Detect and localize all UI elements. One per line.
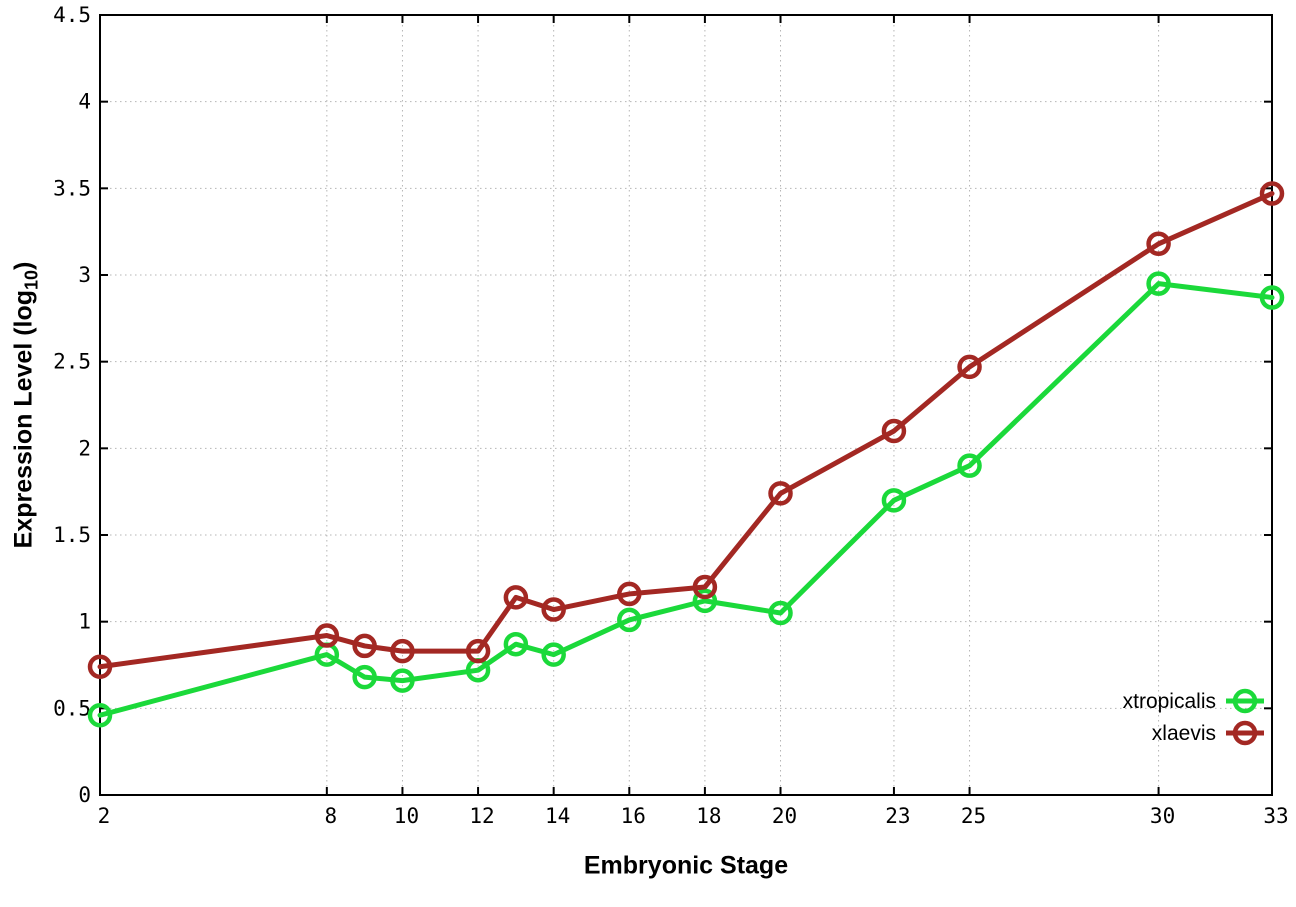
y-tick-label: 3.5 [53,176,91,200]
data-point-marker [503,631,529,657]
data-point-marker [617,581,642,607]
axis-ticks [99,14,1273,796]
series-line [97,191,1275,670]
data-point-marker [881,418,907,444]
data-point-marker [390,668,415,693]
y-tick-label: 0 [78,783,91,807]
legend-item-xlaevis: xlaevis [1123,720,1216,752]
series-line [97,281,1275,718]
y-tick-label: 2.5 [53,350,91,374]
x-axis-title: Embryonic Stage [583,851,789,880]
y-tick-label: 4.5 [53,3,91,27]
x-tick-label: 16 [621,804,646,828]
series-xlaevis [87,181,1285,679]
data-point-marker [1259,181,1285,206]
data-point-marker [768,481,793,506]
x-tick-label: 33 [1263,804,1288,828]
data-point-marker [390,638,415,664]
data-point-marker [352,633,377,659]
series-xtropicalis [87,271,1285,728]
gridlines [100,15,1272,795]
x-tick-label: 18 [696,804,721,828]
legend-label-xlaevis: xlaevis [1151,722,1216,745]
data-point-marker [87,654,113,679]
y-tick-label: 4 [78,90,91,114]
data-point-marker [352,664,377,690]
data-point-marker [692,574,718,600]
data-point-marker [87,703,113,728]
data-point-marker [314,623,340,648]
x-tick-label: 12 [469,804,494,828]
x-tick-label: 23 [885,804,910,828]
x-tick-label: 25 [961,804,986,828]
data-point-marker [1259,285,1285,310]
x-tick-labels: 2 8 10 12 14 16 18 20 23 25 30 33 [98,804,1289,828]
legend-sample-xtropicalis [1226,688,1264,714]
y-tick-label: 2 [78,436,91,460]
data-point-marker [541,642,566,667]
data-point-marker [692,588,718,614]
data-point-marker [503,585,529,610]
data-point-marker [881,488,907,513]
x-tick-label: 2 [98,804,111,828]
data-point-marker [957,453,982,478]
legend-label-xtropicalis: xtropicalis [1122,690,1216,713]
x-tick-label: 30 [1150,804,1175,828]
x-tick-label: 14 [545,804,570,828]
data-point-marker [768,600,793,626]
x-tick-label: 8 [325,804,338,828]
y-tick-label: 3 [78,263,91,287]
y-axis-title-text: Expression Level (log [9,289,38,549]
x-tick-label: 20 [772,804,797,828]
legend: xtropicalis xlaevis [1123,688,1216,752]
data-point-marker [617,607,642,633]
data-point-marker [957,354,982,380]
y-axis-title-close: ) [9,261,38,270]
y-tick-label: 1 [78,610,91,634]
legend-sample-xlaevis [1226,720,1264,746]
data-point-marker [541,597,566,622]
plot-border [99,14,1273,796]
data-point-marker [465,638,491,664]
data-point-marker [1146,231,1171,257]
y-axis-title-subscript: 10 [21,269,42,290]
data-point-marker [1146,271,1171,296]
y-tick-label: 1.5 [53,523,91,547]
y-tick-labels: 0 0.5 1 1.5 2 2.5 3 3.5 4 4.5 [53,3,91,807]
y-axis-title: Expression Level (log10) [10,262,43,549]
x-tick-label: 10 [394,804,419,828]
y-tick-label: 0.5 [53,696,91,720]
legend-item-xtropicalis: xtropicalis [1123,688,1216,720]
